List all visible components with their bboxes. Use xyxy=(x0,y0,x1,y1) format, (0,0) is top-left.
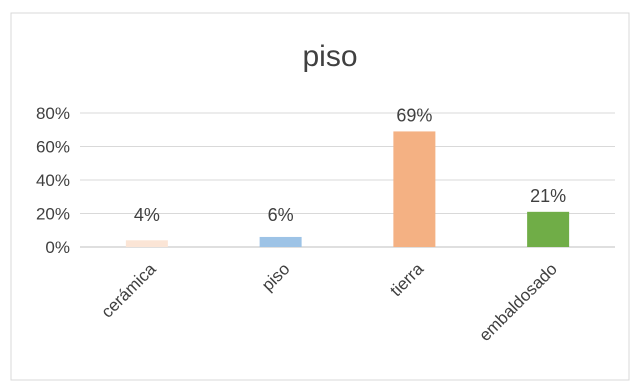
bar-3 xyxy=(527,211,570,247)
data-label: 6% xyxy=(268,205,294,225)
bar-1 xyxy=(259,236,302,247)
data-label: 4% xyxy=(134,205,160,225)
chart-title: piso xyxy=(302,40,357,73)
y-tick-label: 80% xyxy=(36,104,70,123)
data-label: 69% xyxy=(396,105,432,125)
gridlines xyxy=(80,112,615,248)
y-axis-tick-labels: 0% 20% 40% 60% 80% xyxy=(36,104,70,257)
data-labels: 4% 6% 69% 21% xyxy=(134,105,566,225)
bar-0 xyxy=(125,240,168,247)
bar-2 xyxy=(393,131,436,247)
data-label: 21% xyxy=(530,186,566,206)
y-tick-label: 40% xyxy=(36,171,70,190)
bars xyxy=(125,131,570,247)
chart-border xyxy=(10,12,630,381)
y-tick-label: 0% xyxy=(45,238,70,257)
y-tick-label: 60% xyxy=(36,138,70,157)
y-tick-label: 20% xyxy=(36,205,70,224)
